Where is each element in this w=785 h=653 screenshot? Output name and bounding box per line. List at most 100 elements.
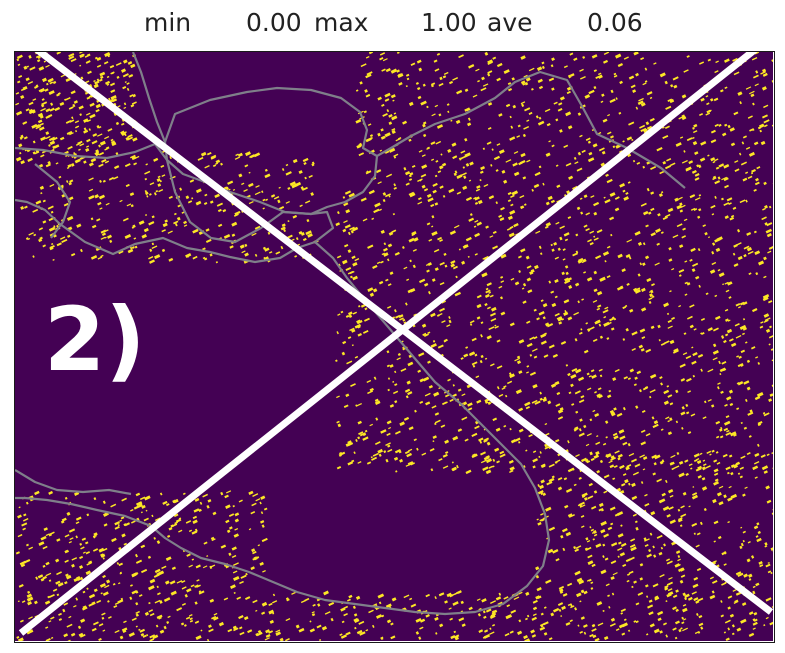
detection-speckle [565,162,572,167]
detection-speckle [149,248,153,252]
detection-speckle [487,59,494,65]
detection-speckle [102,629,106,632]
detection-speckle [652,545,655,549]
detection-speckle [354,258,360,262]
detection-speckle [693,123,698,128]
detection-speckle [475,68,480,72]
detection-speckle [32,110,36,114]
detection-speckle [691,268,696,273]
detection-speckle [347,270,354,275]
detection-speckle [604,198,611,204]
detection-speckle [367,390,374,395]
detection-speckle [536,66,543,72]
detection-speckle [152,634,159,640]
detection-speckle [646,125,653,130]
detection-speckle [383,242,387,246]
detection-speckle [590,587,594,590]
detection-speckle [387,243,393,248]
detection-speckle [749,90,755,95]
detection-speckle [37,574,44,579]
detection-speckle [720,335,724,338]
detection-speckle [654,262,660,266]
detection-speckle [417,201,423,205]
detection-speckle [718,123,722,127]
detection-speckle [693,130,698,134]
detection-speckle [141,568,148,574]
detection-speckle [366,379,372,383]
detection-speckle [665,558,670,562]
detection-speckle [68,615,72,619]
detection-speckle [172,523,178,527]
detection-speckle [70,162,75,167]
detection-speckle [700,368,703,372]
detection-speckle [69,132,74,136]
detection-speckle [461,623,466,627]
detection-speckle [15,551,20,555]
detection-speckle [20,619,24,623]
detection-speckle [295,237,299,241]
detection-speckle [520,80,526,85]
detection-speckle [659,574,665,578]
detection-speckle [359,432,366,437]
detection-speckle [568,285,573,290]
detection-speckle [525,449,528,452]
detection-speckle [68,106,74,110]
detection-speckle [657,324,661,329]
detection-speckle [122,629,127,633]
detection-speckle [692,140,698,146]
detection-speckle [696,164,700,168]
detection-speckle [531,348,538,352]
detection-speckle [476,598,481,601]
detection-speckle [50,616,55,620]
detection-speckle [736,627,742,632]
detection-speckle [16,54,23,60]
detection-speckle [753,611,758,616]
detection-speckle [180,622,185,626]
detection-speckle [723,164,730,169]
detection-speckle [234,518,240,523]
detection-speckle [453,630,457,634]
detection-speckle [75,125,80,129]
detection-speckle [625,466,630,471]
detection-speckle [300,186,305,190]
detection-speckle [416,59,422,64]
detection-speckle [487,70,493,74]
detection-speckle [129,192,135,197]
detection-speckle [642,242,646,246]
detection-speckle [415,617,422,623]
detection-speckle [712,160,716,164]
detection-speckle [622,140,625,143]
detection-speckle [386,420,392,425]
detection-speckle [311,163,315,167]
detection-speckle [461,260,466,265]
detection-speckle [95,108,100,113]
detection-speckle [704,231,708,236]
detection-speckle [376,169,382,174]
detection-speckle [635,526,639,531]
detection-speckle [598,368,603,372]
detection-speckle [289,181,296,187]
detection-speckle [48,490,54,495]
detection-speckle [767,561,770,564]
detection-speckle [405,182,410,186]
detection-speckle [761,86,767,91]
detection-speckle [728,454,733,458]
detection-speckle [540,340,547,345]
detection-speckle [339,633,343,637]
detection-speckle [468,351,476,356]
detection-speckle [481,598,487,603]
detection-speckle [70,252,76,257]
detection-speckle [678,628,682,633]
detection-speckle [166,534,171,538]
detection-speckle [319,638,322,641]
detection-speckle [526,119,530,122]
detection-speckle [68,181,72,186]
detection-speckle [382,192,387,196]
detection-speckle [431,405,437,409]
detection-speckle [417,86,421,91]
detection-speckle [28,54,32,59]
detection-speckle [547,195,553,201]
detection-speckle [551,475,555,479]
detection-speckle [372,452,379,457]
detection-speckle [454,170,458,174]
